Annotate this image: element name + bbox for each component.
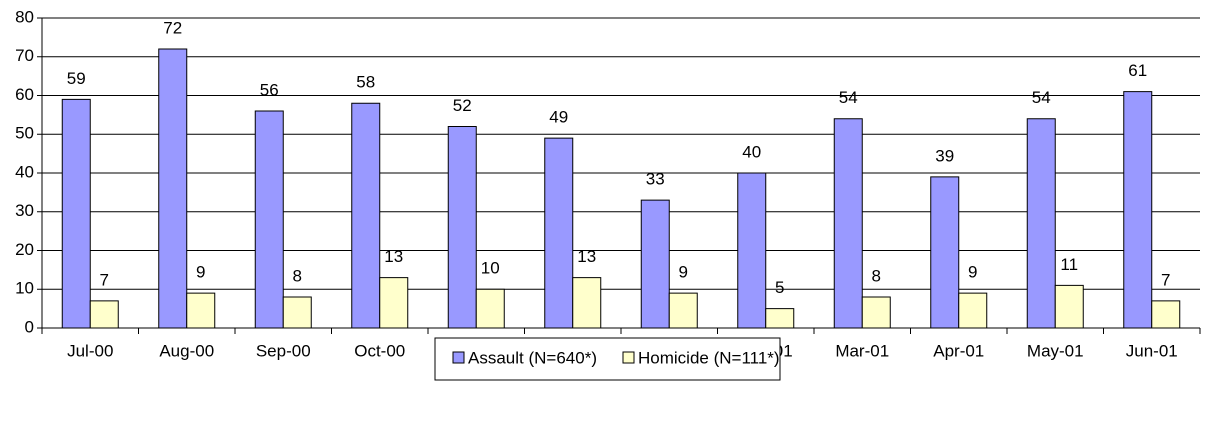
y-tick-label: 40 <box>15 162 34 181</box>
bar <box>186 292 216 329</box>
data-label: 56 <box>260 80 279 99</box>
data-label: 61 <box>1128 61 1147 80</box>
bar <box>737 172 767 329</box>
data-label: 72 <box>163 18 182 37</box>
x-tick-label: Apr-01 <box>933 341 984 360</box>
bar <box>544 137 574 329</box>
y-tick-label: 50 <box>15 124 34 143</box>
data-label: 40 <box>742 142 761 161</box>
y-tick-label: 20 <box>15 240 34 259</box>
bar <box>89 300 119 329</box>
x-tick-label: Sep-00 <box>256 341 311 360</box>
data-label: 8 <box>872 266 881 285</box>
data-label: 39 <box>935 146 954 165</box>
data-label: 13 <box>577 247 596 266</box>
y-tick-label: 30 <box>15 201 34 220</box>
y-tick-label: 80 <box>15 7 34 26</box>
data-label: 54 <box>1032 88 1051 107</box>
legend-label: Homicide (N=111*) <box>638 348 780 367</box>
data-label: 5 <box>775 278 784 297</box>
bar <box>158 48 188 329</box>
bar <box>958 292 988 329</box>
data-label: 7 <box>100 270 109 289</box>
y-tick-label: 60 <box>15 85 34 104</box>
data-label: 9 <box>968 263 977 282</box>
bar <box>351 102 381 329</box>
data-label: 8 <box>293 266 302 285</box>
bar <box>1026 118 1056 329</box>
data-label: 9 <box>196 263 205 282</box>
data-label: 9 <box>679 263 688 282</box>
x-tick-label: Jul-00 <box>67 341 113 360</box>
bar <box>1054 284 1084 329</box>
x-tick-label: Oct-00 <box>354 341 405 360</box>
data-label: 54 <box>839 88 858 107</box>
data-label: 49 <box>549 108 568 127</box>
legend-swatch <box>452 351 465 364</box>
bar <box>1151 300 1181 329</box>
bar <box>1123 91 1153 329</box>
data-label: 33 <box>646 170 665 189</box>
y-tick-label: 0 <box>25 317 34 336</box>
bar <box>475 288 505 329</box>
data-label: 59 <box>67 69 86 88</box>
data-label: 58 <box>356 73 375 92</box>
bar <box>282 296 312 329</box>
x-tick-label: Aug-00 <box>159 341 214 360</box>
legend-box <box>434 337 781 381</box>
bar <box>447 126 477 329</box>
data-label: 11 <box>1060 255 1078 274</box>
data-label: 10 <box>481 259 500 278</box>
bar <box>254 110 284 329</box>
legend-swatch <box>622 351 635 364</box>
bar <box>61 98 91 329</box>
bar <box>572 277 602 329</box>
x-tick-label: Mar-01 <box>835 341 889 360</box>
bar <box>640 199 670 329</box>
y-tick-label: 70 <box>15 46 34 65</box>
x-tick-label: May-01 <box>1027 341 1084 360</box>
bar <box>861 296 891 329</box>
x-tick-label: Jun-01 <box>1126 341 1178 360</box>
y-tick-label: 10 <box>15 279 34 298</box>
bar <box>765 308 795 329</box>
data-label: 13 <box>384 247 403 266</box>
bar <box>833 118 863 329</box>
bar <box>668 292 698 329</box>
data-label: 52 <box>453 96 472 115</box>
data-label: 7 <box>1161 270 1170 289</box>
legend-label: Assault (N=640*) <box>468 348 597 367</box>
bar <box>379 277 409 329</box>
bar <box>930 176 960 329</box>
